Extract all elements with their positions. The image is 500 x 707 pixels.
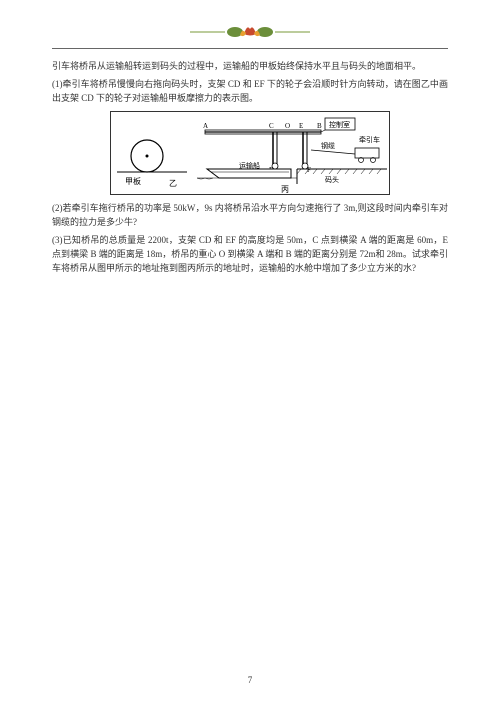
label-cable: 钢缆 — [321, 141, 335, 150]
svg-text:A: A — [203, 122, 208, 130]
label-yi: 乙 — [169, 179, 177, 188]
physics-diagram: 甲板 乙 A C O E B D F — [110, 111, 390, 195]
figure-container: 甲板 乙 A C O E B D F — [52, 111, 448, 195]
svg-text:B: B — [317, 122, 322, 130]
question-2: (2)若牵引车拖行桥吊的功率是 50kW，9s 内将桥吊沿水平方向匀速拖行了 3… — [52, 201, 448, 229]
svg-text:E: E — [299, 122, 303, 130]
label-ship: 运输船 — [239, 161, 260, 170]
label-control-room: 控制室 — [329, 120, 350, 129]
label-deck: 甲板 — [125, 176, 141, 186]
label-dock: 码头 — [325, 175, 339, 184]
intro-text: 引车将桥吊从运输船转运到码头的过程中，运输船的甲板始终保持水平且与码头的地面相平… — [52, 59, 448, 73]
label-bing: 丙 — [281, 185, 289, 194]
question-3: (3)已知桥吊的总质量是 2200t，支架 CD 和 EF 的高度均是 50m，… — [52, 233, 448, 275]
page-number: 7 — [0, 675, 500, 685]
svg-text:O: O — [285, 122, 290, 130]
label-tractor: 牵引车 — [359, 135, 380, 144]
svg-text:C: C — [269, 122, 274, 130]
header-divider — [52, 48, 448, 49]
header-ornament — [52, 20, 448, 44]
question-1: (1)牵引车将桥吊慢慢向右拖向码头时，支架 CD 和 EF 下的轮子会沿顺时针方… — [52, 77, 448, 105]
